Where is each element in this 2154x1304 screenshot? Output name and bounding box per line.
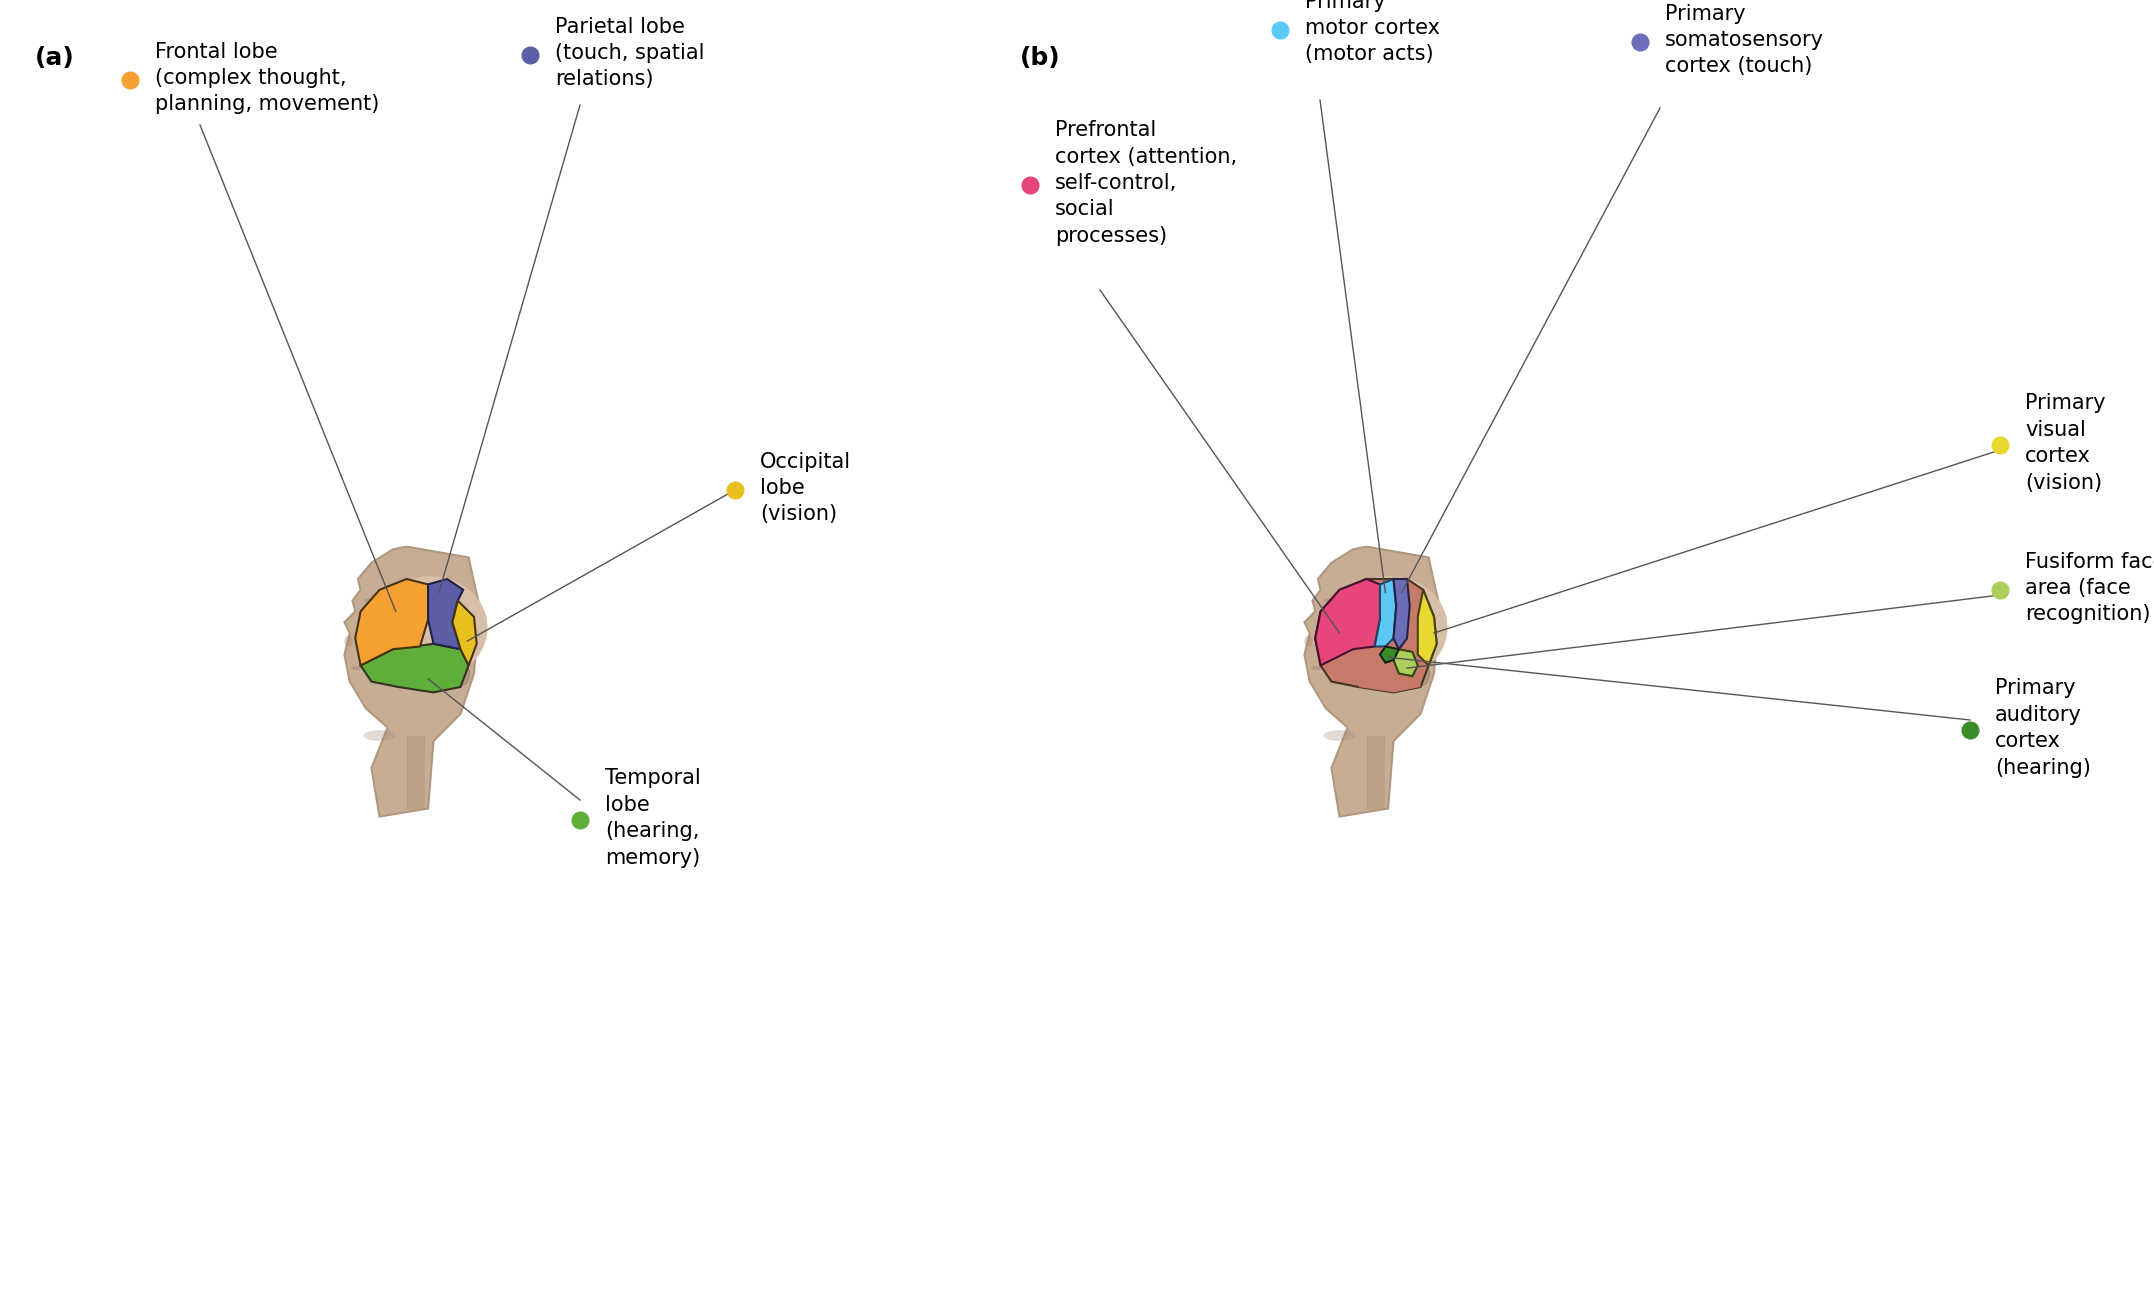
Text: (b): (b) xyxy=(1021,46,1060,70)
Text: Primary
auditory
cortex
(hearing): Primary auditory cortex (hearing) xyxy=(1995,678,2092,777)
Polygon shape xyxy=(452,601,476,665)
Polygon shape xyxy=(1417,589,1437,665)
Ellipse shape xyxy=(1323,730,1355,741)
Ellipse shape xyxy=(1305,636,1312,647)
Text: Frontal lobe
(complex thought,
planning, movement): Frontal lobe (complex thought, planning,… xyxy=(155,42,379,115)
Text: Parietal lobe
(touch, spatial
relations): Parietal lobe (touch, spatial relations) xyxy=(556,17,704,90)
Text: Primary
visual
cortex
(vision): Primary visual cortex (vision) xyxy=(2025,394,2107,493)
Polygon shape xyxy=(1381,647,1398,662)
Ellipse shape xyxy=(459,666,465,681)
Ellipse shape xyxy=(1323,599,1340,602)
Polygon shape xyxy=(1316,579,1381,665)
Ellipse shape xyxy=(1333,576,1447,679)
Ellipse shape xyxy=(375,576,487,679)
Text: Occipital
lobe
(vision): Occipital lobe (vision) xyxy=(760,451,851,524)
Polygon shape xyxy=(1316,579,1437,692)
Polygon shape xyxy=(345,546,480,816)
Text: Primary
motor cortex
(motor acts): Primary motor cortex (motor acts) xyxy=(1305,0,1441,64)
Polygon shape xyxy=(1394,649,1417,677)
Ellipse shape xyxy=(345,636,353,647)
Polygon shape xyxy=(1394,579,1409,649)
Text: Temporal
lobe
(hearing,
memory): Temporal lobe (hearing, memory) xyxy=(605,768,700,867)
Polygon shape xyxy=(407,735,424,808)
Polygon shape xyxy=(360,644,470,692)
Text: Fusiform face
area (face
recognition): Fusiform face area (face recognition) xyxy=(2025,552,2154,625)
Ellipse shape xyxy=(1312,666,1323,670)
Ellipse shape xyxy=(1323,608,1333,614)
Polygon shape xyxy=(1374,579,1396,647)
Ellipse shape xyxy=(454,662,470,685)
Ellipse shape xyxy=(364,599,379,602)
Ellipse shape xyxy=(364,730,396,741)
Polygon shape xyxy=(429,579,463,649)
Text: Prefrontal
cortex (attention,
self-control,
social
processes): Prefrontal cortex (attention, self-contr… xyxy=(1055,120,1236,245)
Polygon shape xyxy=(355,579,429,665)
Polygon shape xyxy=(1366,735,1385,808)
Ellipse shape xyxy=(1415,662,1430,685)
Text: (a): (a) xyxy=(34,46,75,70)
Ellipse shape xyxy=(351,666,362,670)
Polygon shape xyxy=(1359,644,1419,692)
Polygon shape xyxy=(1305,546,1439,816)
Text: Primary
somatosensory
cortex (touch): Primary somatosensory cortex (touch) xyxy=(1665,4,1824,77)
Ellipse shape xyxy=(364,608,375,614)
Ellipse shape xyxy=(1417,666,1426,681)
